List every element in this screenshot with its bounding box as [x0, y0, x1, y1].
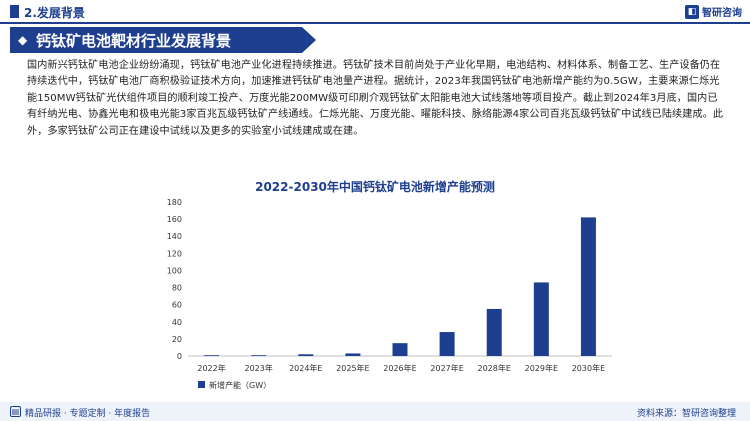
legend-label: 新增产能（GW）: [209, 380, 271, 390]
y-tick-label: 100: [167, 266, 182, 275]
y-tick-label: 60: [172, 301, 182, 310]
y-tick-label: 80: [172, 284, 182, 293]
top-bar: 2.发展背景 ◧ 智研咨询: [0, 0, 750, 24]
bar: [298, 354, 314, 356]
x-tick-label: 2026年E: [383, 363, 416, 373]
y-tick-label: 0: [177, 352, 182, 361]
body-paragraph: 国内新兴钙钛矿电池企业纷纷涌现，钙钛矿电池产业化进程持续推进。钙钛矿技术目前尚处…: [27, 60, 724, 137]
brand: ◧ 智研咨询: [685, 4, 742, 19]
bar: [439, 332, 455, 356]
bar: [204, 355, 220, 356]
brand-name: 智研咨询: [702, 8, 742, 19]
document-icon: ▤: [10, 406, 21, 417]
section-marker: [10, 5, 19, 18]
y-tick-label: 40: [172, 318, 182, 327]
source-note: 资料来源：智研咨询整理: [636, 409, 736, 419]
footer-left-text: 精品研报 · 专题定制 · 年度报告: [25, 409, 151, 419]
y-tick-label: 140: [167, 232, 182, 241]
banner-title: 钙钛矿电池靶材行业发展背景: [36, 32, 232, 50]
x-tick-label: 2028年E: [478, 363, 511, 373]
x-tick-label: 2027年E: [430, 363, 463, 373]
banner-arrow-icon: ◆: [18, 33, 28, 47]
y-tick-label: 20: [172, 335, 182, 344]
x-tick-label: 2025年E: [336, 363, 369, 373]
brand-logo-icon: ◧: [685, 4, 699, 19]
bar: [251, 355, 267, 356]
y-tick-label: 180: [167, 198, 182, 207]
x-tick-label: 2024年E: [289, 363, 322, 373]
chart-title: 2022-2030年中国钙钛矿电池新增产能预测: [255, 180, 495, 194]
section-title: 2.发展背景: [24, 6, 85, 20]
legend-swatch: [198, 381, 205, 388]
x-tick-label: 2030年E: [572, 363, 605, 373]
bar: [392, 343, 408, 356]
bar: [580, 217, 596, 356]
y-tick-label: 120: [167, 249, 182, 258]
x-tick-label: 2029年E: [525, 363, 558, 373]
footer: ▤ 精品研报 · 专题定制 · 年度报告 资料来源：智研咨询整理: [0, 402, 750, 421]
x-tick-label: 2022年: [197, 363, 225, 373]
bar: [345, 353, 361, 356]
y-tick-label: 160: [167, 215, 182, 224]
bar: [533, 282, 549, 356]
x-tick-label: 2023年: [244, 363, 272, 373]
bar: [486, 308, 502, 356]
title-banner: ◆ 钙钛矿电池靶材行业发展背景: [10, 27, 316, 53]
